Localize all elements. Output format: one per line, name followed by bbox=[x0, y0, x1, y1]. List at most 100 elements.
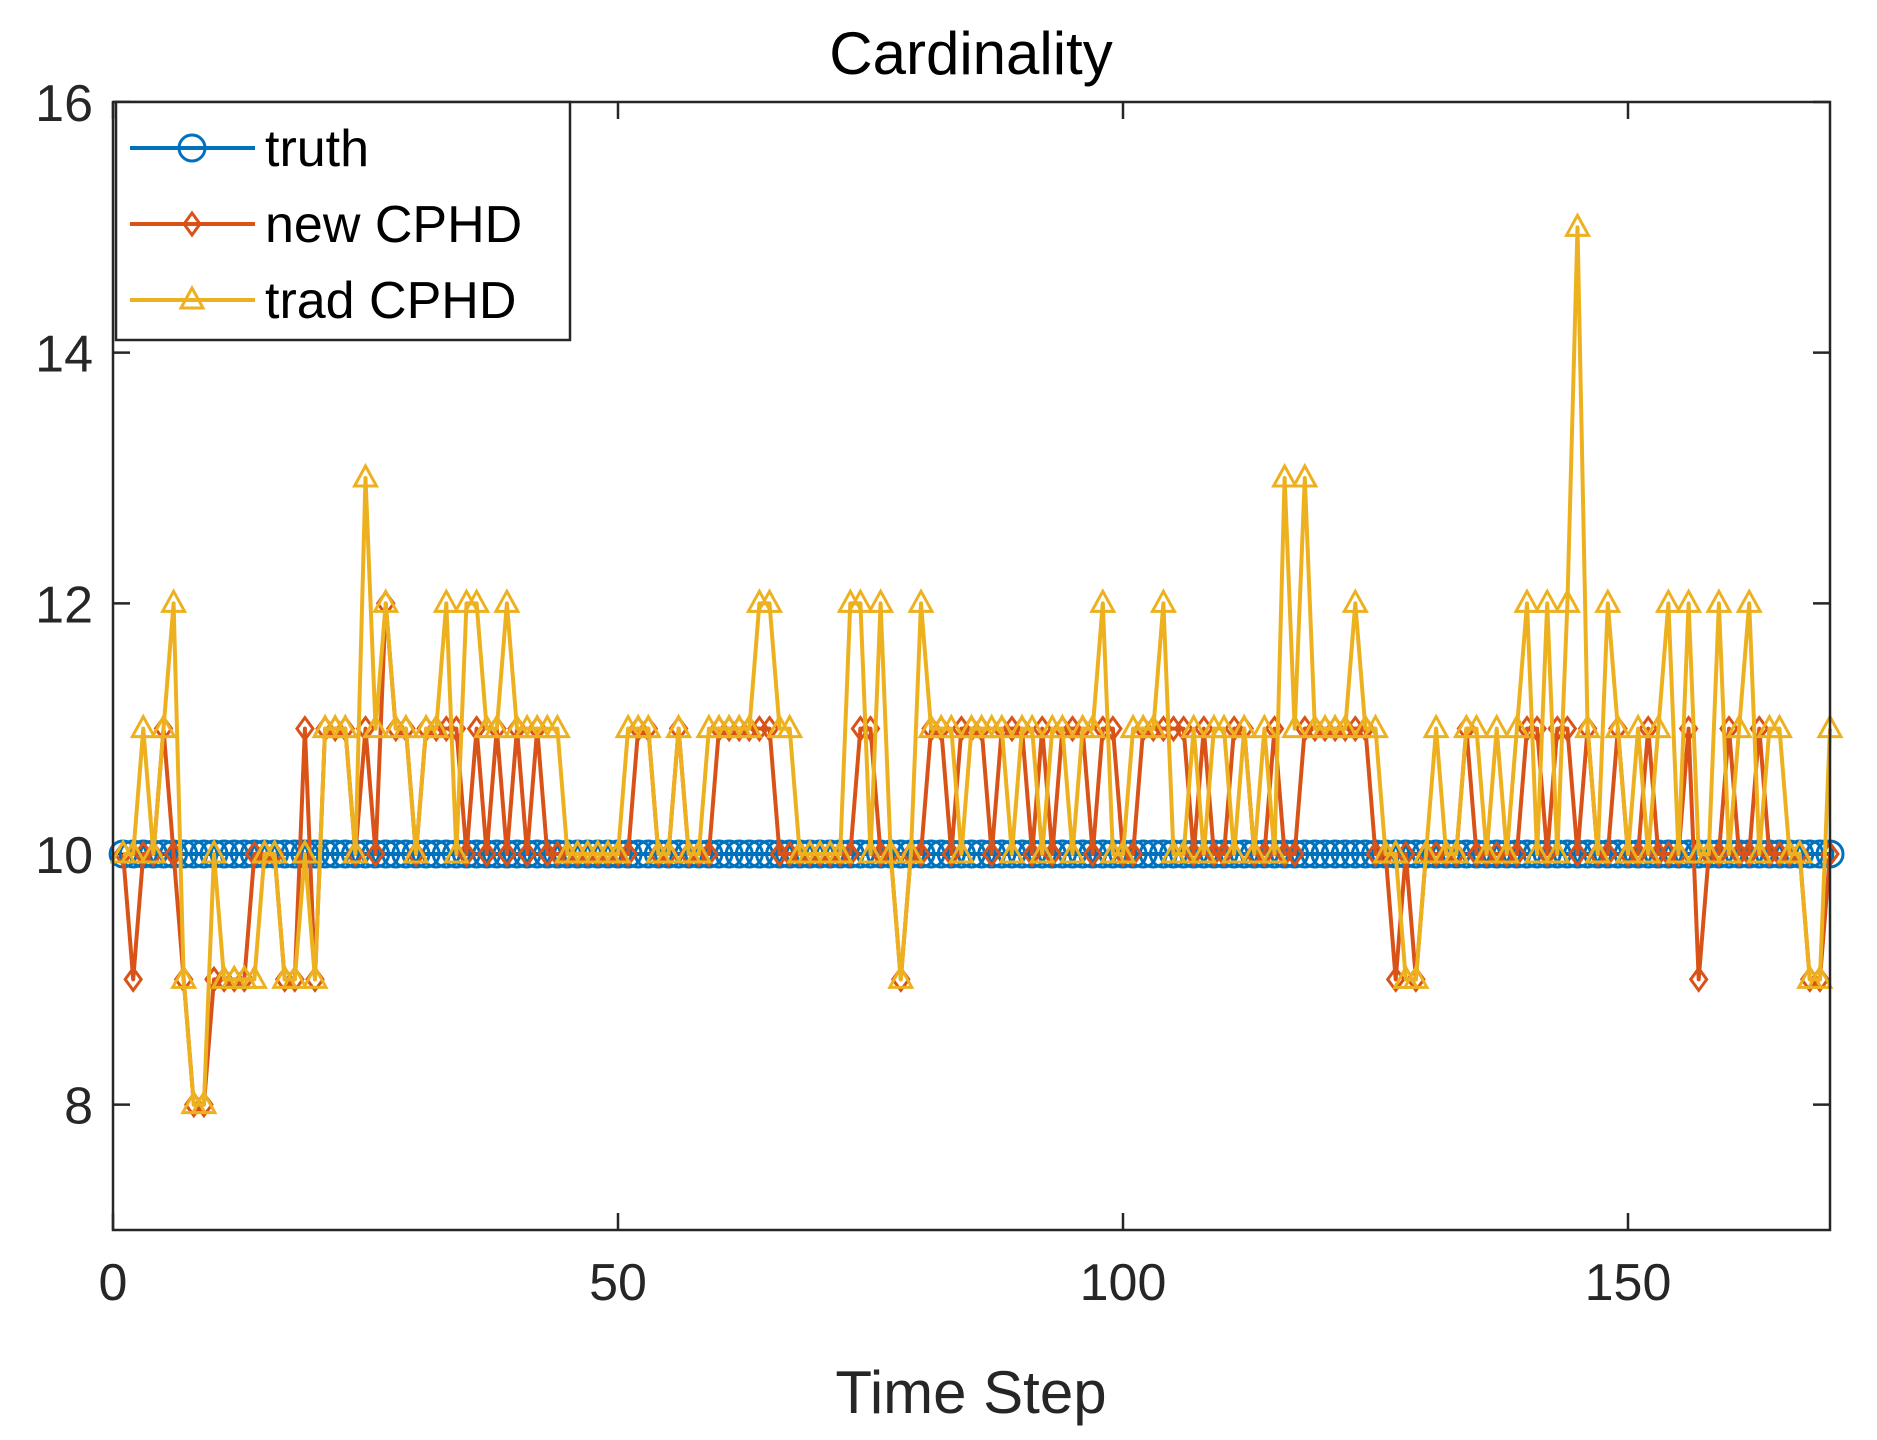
axis-ticks: 0 50 100 150 8 10 12 14 16 bbox=[35, 75, 1830, 1312]
data-point bbox=[301, 964, 329, 989]
data-point bbox=[1361, 713, 1390, 739]
data-point bbox=[981, 840, 1002, 868]
data-point bbox=[604, 838, 632, 864]
data-point bbox=[1250, 713, 1278, 739]
data-point bbox=[867, 588, 895, 613]
y-tick-label: 14 bbox=[35, 326, 93, 384]
data-point bbox=[493, 588, 521, 613]
data-point bbox=[391, 839, 421, 869]
x-tick-label: 100 bbox=[1080, 1254, 1167, 1312]
data-point bbox=[517, 840, 537, 868]
data-point bbox=[1139, 713, 1167, 739]
data-point bbox=[776, 713, 804, 739]
data-point bbox=[1594, 588, 1622, 613]
data-point bbox=[1240, 838, 1268, 864]
data-point bbox=[1765, 713, 1794, 739]
legend-label: trad CPHD bbox=[265, 272, 516, 330]
data-point bbox=[1664, 838, 1693, 864]
data-point bbox=[634, 713, 662, 739]
data-point bbox=[295, 715, 315, 743]
data-point bbox=[351, 839, 380, 869]
data-point bbox=[1170, 838, 1198, 864]
data-point bbox=[877, 838, 905, 864]
data-point bbox=[1190, 838, 1218, 864]
data-point bbox=[1563, 212, 1592, 237]
legend-marker bbox=[178, 284, 206, 310]
data-point bbox=[119, 838, 147, 864]
data-point bbox=[1705, 588, 1733, 613]
data-point bbox=[372, 588, 400, 613]
data-point bbox=[189, 839, 219, 869]
data-point bbox=[1604, 713, 1632, 739]
data-point bbox=[937, 713, 965, 739]
data-point bbox=[411, 839, 441, 869]
data-point bbox=[1058, 838, 1087, 864]
data-point bbox=[1725, 713, 1753, 739]
legend-entry: trad CPHD bbox=[130, 272, 516, 330]
data-point bbox=[1688, 965, 1709, 993]
data-point bbox=[442, 838, 470, 864]
data-point bbox=[1473, 838, 1501, 864]
data-point bbox=[1735, 588, 1763, 613]
data-point bbox=[476, 840, 497, 868]
data-point bbox=[1082, 840, 1103, 868]
data-point bbox=[483, 713, 511, 739]
data-point bbox=[543, 713, 571, 739]
data-point bbox=[1483, 713, 1511, 739]
data-point bbox=[240, 964, 268, 989]
data-point bbox=[1614, 838, 1642, 864]
series-trad-cphd bbox=[109, 212, 1844, 1115]
data-point bbox=[1271, 462, 1299, 488]
data-point bbox=[1180, 713, 1208, 739]
data-point bbox=[1220, 838, 1248, 864]
data-point bbox=[856, 838, 885, 864]
data-point bbox=[1018, 713, 1046, 739]
data-point bbox=[1634, 838, 1662, 864]
axes-box bbox=[111, 100, 1832, 1232]
data-point bbox=[1048, 713, 1076, 739]
data-point bbox=[1675, 588, 1703, 613]
x-axis-label: Time Step bbox=[835, 1359, 1106, 1426]
data-point bbox=[1260, 838, 1289, 864]
data-point bbox=[1654, 588, 1682, 613]
data-point bbox=[1584, 838, 1612, 864]
data-point bbox=[665, 713, 693, 739]
data-point bbox=[1079, 713, 1107, 739]
data-point bbox=[1523, 838, 1551, 864]
data-point bbox=[846, 588, 874, 613]
data-point bbox=[1503, 713, 1531, 739]
data-point bbox=[1543, 838, 1571, 864]
series-layer bbox=[108, 212, 1845, 1119]
data-point bbox=[1462, 713, 1491, 739]
data-point bbox=[1553, 588, 1581, 613]
data-point bbox=[1331, 713, 1359, 739]
data-point bbox=[190, 1089, 218, 1115]
legend-marker bbox=[182, 210, 202, 238]
data-point bbox=[497, 840, 517, 868]
data-point bbox=[139, 838, 167, 864]
data-point bbox=[987, 839, 1017, 869]
data-point bbox=[1068, 839, 1098, 869]
legend-marker bbox=[177, 133, 207, 163]
data-point bbox=[1284, 840, 1305, 868]
y-tick-label: 10 bbox=[35, 827, 93, 885]
data-point bbox=[734, 839, 764, 869]
data-point bbox=[1715, 838, 1743, 864]
data-point bbox=[365, 840, 386, 868]
data-point bbox=[1341, 588, 1369, 613]
data-point bbox=[1291, 462, 1319, 488]
data-point bbox=[170, 964, 198, 989]
legend-entry: truth bbox=[130, 120, 369, 178]
data-point bbox=[362, 713, 390, 739]
data-point bbox=[1310, 839, 1340, 869]
data-point bbox=[1109, 838, 1137, 864]
data-point bbox=[1624, 713, 1652, 739]
y-tick-label: 8 bbox=[64, 1078, 93, 1136]
data-point bbox=[160, 588, 188, 613]
data-point bbox=[1533, 588, 1561, 613]
data-point bbox=[1149, 588, 1177, 613]
data-point bbox=[755, 588, 784, 613]
data-point bbox=[291, 838, 319, 864]
data-point bbox=[897, 838, 925, 864]
